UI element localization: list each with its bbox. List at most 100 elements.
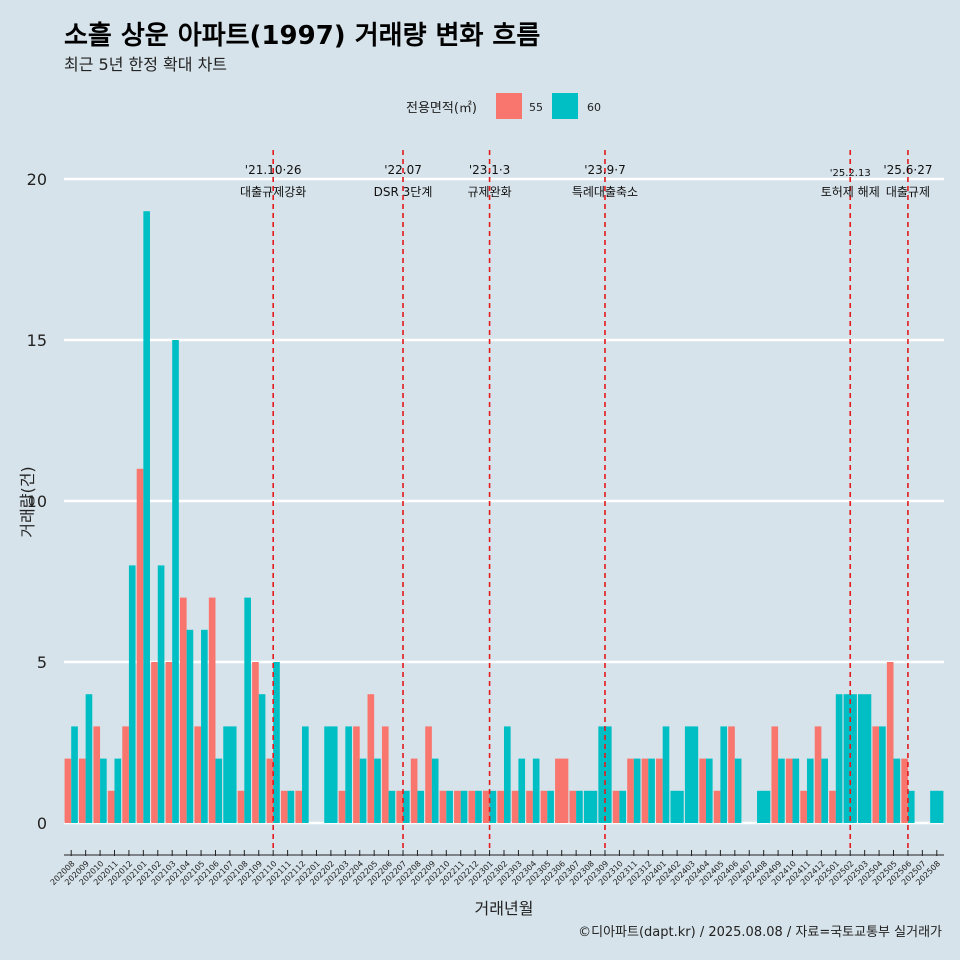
bar-60-202110 xyxy=(273,662,280,823)
bar-55-202104 xyxy=(179,597,187,823)
chart-title: 소흘 상운 아파트(1997) 거래량 변화 흐름 xyxy=(64,21,540,51)
y-tick-label-20: 20 xyxy=(27,170,47,189)
bar-60-202102 xyxy=(157,565,165,823)
y-axis-title: 거래량(건) xyxy=(18,466,37,537)
bars xyxy=(64,211,944,823)
bar-60-202212 xyxy=(475,790,482,823)
legend-swatch-55 xyxy=(496,93,522,119)
legend-swatch-60 xyxy=(552,93,578,119)
event-label-202309: 특례대출축소 xyxy=(572,185,638,199)
y-tick-label-15: 15 xyxy=(27,331,47,350)
bar-60-202303 xyxy=(518,758,526,823)
bar-60-202009 xyxy=(85,694,93,823)
bar-60-202311 xyxy=(633,758,641,823)
bar-60-202205 xyxy=(374,758,381,823)
bar-60-202106 xyxy=(215,758,223,823)
bar-60-202403 xyxy=(684,726,699,823)
bar-60-202202 xyxy=(324,726,338,823)
event-date-202110: '21.10·26 xyxy=(245,163,302,177)
bar-60-202508 xyxy=(930,790,944,823)
bar-60-202302 xyxy=(504,726,511,823)
bar-55-202108 xyxy=(237,790,245,823)
y-axis-ticks: 0 5 10 15 20 xyxy=(27,170,47,833)
bar-55-202409 xyxy=(771,726,779,823)
event-label-202110: 대출규제강화 xyxy=(240,185,306,199)
bar-60-202109 xyxy=(258,694,266,823)
bar-55-202410 xyxy=(785,758,793,823)
bar-60-202405 xyxy=(720,726,728,823)
bar-60-202408 xyxy=(757,790,771,823)
event-date-202502: '25.2.13 xyxy=(830,168,871,179)
legend: 전용면적(㎡) 55 60 xyxy=(406,93,601,119)
bar-60-202409 xyxy=(778,758,785,823)
bar-60-202104 xyxy=(186,629,194,823)
bar-60-202304 xyxy=(532,758,540,823)
bar-60-202402 xyxy=(670,790,684,823)
bar-55-202009 xyxy=(79,758,86,823)
bar-60-202204 xyxy=(359,758,367,823)
bar-55-202109 xyxy=(252,662,259,823)
bar-55-202504 xyxy=(872,726,880,823)
bar-55-202405 xyxy=(713,790,721,823)
event-label-202502: 토허제 해제 xyxy=(821,185,880,199)
bar-55-202105 xyxy=(194,726,202,823)
bar-55-202303 xyxy=(511,790,519,823)
bar-60-202103 xyxy=(172,340,179,823)
bar-55-202206 xyxy=(381,726,389,823)
bar-60-202401 xyxy=(662,726,670,823)
bar-60-202105 xyxy=(201,629,208,823)
bar-55-202212 xyxy=(468,790,476,823)
bar-60-202108 xyxy=(244,597,251,823)
bar-60-202012 xyxy=(128,565,136,823)
event-date-202207: '22.07 xyxy=(384,163,422,177)
bar-55-202305 xyxy=(540,790,548,823)
bar-60-202209 xyxy=(431,758,439,823)
bar-55-202302 xyxy=(497,790,504,823)
y-tick-label-10: 10 xyxy=(27,492,47,511)
bar-55-202110 xyxy=(266,758,274,823)
bar-60-202111 xyxy=(287,790,295,823)
bar-55-202209 xyxy=(425,726,432,823)
bar-55-202406 xyxy=(728,726,735,823)
bar-60-202301 xyxy=(489,790,497,823)
bar-60-202101 xyxy=(143,211,150,823)
bar-55-202306 xyxy=(555,758,569,823)
bar-55-202310 xyxy=(612,790,620,823)
bar-60-202203 xyxy=(345,726,352,823)
bar-60-202206 xyxy=(388,790,396,823)
bar-60-202502 xyxy=(843,694,857,823)
y-tick-label-5: 5 xyxy=(37,653,47,672)
bar-55-202011 xyxy=(107,790,115,823)
bar-60-202211 xyxy=(460,790,468,823)
bar-55-202008 xyxy=(64,758,72,823)
bar-60-202506 xyxy=(907,790,915,823)
bar-60-202410 xyxy=(792,758,800,823)
bar-55-202304 xyxy=(526,790,533,823)
bar-60-202011 xyxy=(114,758,122,823)
legend-label-60: 60 xyxy=(587,101,601,114)
bar-55-202412 xyxy=(814,726,822,823)
event-lines: '21.10·26 대출규제강화 '22.07 DSR 3단계 '23.1·3 규제완화 '… xyxy=(240,150,932,850)
bar-60-202107 xyxy=(223,726,237,823)
event-label-202301: 규제완화 xyxy=(467,185,511,199)
bar-60-202404 xyxy=(705,758,713,823)
event-label-202506: 대출규제 xyxy=(886,185,930,199)
legend-label-55: 55 xyxy=(529,101,543,114)
bar-55-202411 xyxy=(800,790,807,823)
chart-subtitle: 최근 5년 한정 확대 차트 xyxy=(64,55,227,74)
caption: ©디아파트(dapt.kr) / 2025.08.08 / 자료=국토교통부 실… xyxy=(578,925,942,940)
bar-60-202112 xyxy=(302,726,309,823)
bar-55-202401 xyxy=(656,758,663,823)
bar-60-202312 xyxy=(648,758,655,823)
bar-55-202210 xyxy=(439,790,447,823)
bar-55-202505 xyxy=(886,662,894,823)
event-date-202301: '23.1·3 xyxy=(469,163,510,177)
bar-55-202112 xyxy=(295,790,303,823)
bar-60-202503 xyxy=(858,694,872,823)
x-axis-title: 거래년월 xyxy=(475,899,534,918)
bar-55-202106 xyxy=(208,597,216,823)
y-tick-label-0: 0 xyxy=(37,814,47,833)
bar-60-202411 xyxy=(806,758,814,823)
bar-60-202208 xyxy=(417,790,425,823)
